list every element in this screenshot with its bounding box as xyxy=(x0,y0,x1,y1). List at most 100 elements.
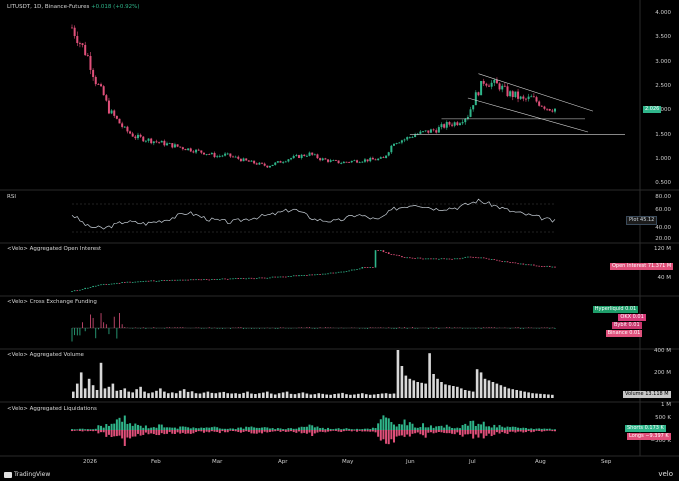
liq-long-bar xyxy=(115,430,118,437)
liq-long-bar xyxy=(543,430,546,432)
liq-short-bar xyxy=(414,427,417,430)
candle-body xyxy=(158,141,161,143)
oi-candle xyxy=(548,265,551,267)
liq-long-bar xyxy=(197,430,200,432)
liq-long-bar xyxy=(548,430,551,431)
liq-long-bar xyxy=(284,430,287,432)
liq-long-bar xyxy=(210,430,213,432)
liq-short-bar xyxy=(97,425,100,430)
liq-long-bar xyxy=(200,430,203,432)
liq-long-bar xyxy=(218,430,221,434)
oi-candle xyxy=(372,267,374,268)
liq-short-bar xyxy=(71,429,73,430)
liq-long-bar xyxy=(123,430,126,446)
volume-tag-value: 13.118 M xyxy=(645,391,669,397)
volume-bar xyxy=(341,392,344,398)
volume-bar xyxy=(258,393,261,398)
liq-short-bar xyxy=(443,427,446,430)
tradingview-logo[interactable]: TradingView xyxy=(4,471,50,478)
liq-long-bar xyxy=(464,430,467,435)
volume-bar xyxy=(543,394,546,398)
liq-long-bar xyxy=(205,430,208,432)
candle-body xyxy=(329,160,332,162)
candle-body xyxy=(279,161,282,163)
volume-bar xyxy=(523,391,526,398)
volume-bar xyxy=(226,393,230,398)
liq-short-bar xyxy=(287,428,290,430)
liq-short-bar xyxy=(284,429,287,430)
liq-long-bar xyxy=(540,430,543,432)
liq-short-bar xyxy=(253,427,256,430)
liq-long-bar xyxy=(522,430,525,433)
oi-candle xyxy=(292,275,295,277)
trendline-lower xyxy=(467,97,589,133)
symbol-header[interactable]: LITUSDT, 1D, Binance-Futures +0.018 (+0.… xyxy=(7,4,140,10)
liq-short-bar xyxy=(155,427,158,430)
liq-short-bar xyxy=(276,428,279,430)
oi-candle xyxy=(469,256,472,258)
liq-long-bar xyxy=(268,430,271,432)
oi-value-tag: Open Interest 71.371 M xyxy=(610,263,674,270)
liq-long-bar xyxy=(517,430,520,432)
liq-long-bar xyxy=(242,430,245,432)
volume-bar xyxy=(396,350,400,398)
candle-body xyxy=(144,140,147,142)
volume-bar xyxy=(210,392,214,398)
candle-body xyxy=(527,96,530,100)
liq-short-bar xyxy=(295,428,298,430)
liq-long-bar xyxy=(255,430,258,434)
liq-short-bar xyxy=(160,424,163,430)
liq-long-bar xyxy=(131,430,134,437)
candle-body xyxy=(271,164,274,166)
liq-short-bar xyxy=(530,428,533,430)
volume-bar xyxy=(269,393,273,398)
volume-bar xyxy=(119,390,123,398)
candle-body xyxy=(221,155,224,157)
liq-short-bar xyxy=(121,421,124,430)
candle-body xyxy=(377,158,380,161)
oi-candle xyxy=(242,278,245,279)
rsi-value-tag: Plot 45.12 xyxy=(626,216,658,225)
oi-candle xyxy=(232,278,234,280)
liq-long-bar xyxy=(216,430,219,432)
volume-bar xyxy=(182,389,186,398)
liq-short-bar xyxy=(482,421,485,430)
oi-candle xyxy=(147,280,150,282)
candle-body xyxy=(554,108,556,112)
oi-tag-label: Open Interest xyxy=(612,263,647,269)
volume-bar xyxy=(309,394,313,398)
liq-short-bar xyxy=(216,427,219,430)
time-tick: Jul xyxy=(469,459,476,465)
volume-bar xyxy=(159,388,162,398)
rsi-tick-40: 40.00 xyxy=(655,225,671,231)
liq-long-bar xyxy=(147,430,150,435)
liq-short-bar xyxy=(345,428,348,430)
liq-short-bar xyxy=(147,428,150,430)
liq-short-bar xyxy=(390,422,393,430)
funding-tag-binance: Binance 0.01 xyxy=(605,330,643,337)
volume-bar xyxy=(72,391,75,398)
liq-long-bar xyxy=(393,430,395,443)
candle-body xyxy=(115,115,118,119)
liq-long-bar xyxy=(92,430,95,432)
candle-body xyxy=(495,79,498,84)
oi-candle xyxy=(493,259,496,260)
liq-short-bar xyxy=(332,429,335,430)
oi-candle xyxy=(171,279,174,281)
price-tag: 2.026 xyxy=(643,106,662,113)
liq-long-bar xyxy=(258,430,261,433)
liq-short-bar xyxy=(173,427,176,430)
liq-short-bar xyxy=(189,428,192,430)
liq-short-bar xyxy=(527,428,530,430)
candle-body xyxy=(327,159,330,162)
candle-body xyxy=(379,157,382,159)
candle-body xyxy=(237,156,240,159)
liq-long-bar xyxy=(490,430,493,437)
oi-candle xyxy=(126,281,129,283)
liq-long-bar xyxy=(361,430,364,432)
candle-body xyxy=(440,124,443,128)
liq-short-bar xyxy=(379,419,382,430)
liq-short-bar xyxy=(472,420,475,430)
liq-short-bar xyxy=(363,428,366,430)
